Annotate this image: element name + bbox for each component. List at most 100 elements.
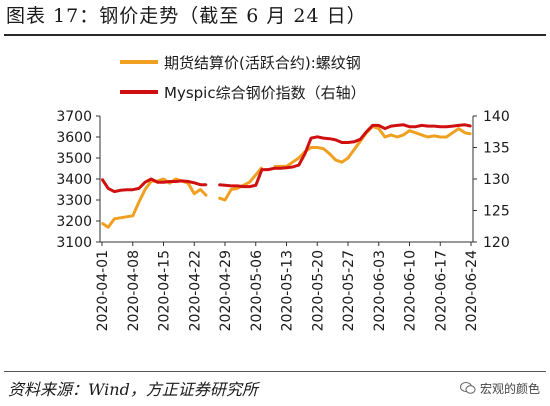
data-point — [273, 167, 276, 170]
data-point — [414, 132, 417, 134]
data-point — [138, 201, 140, 203]
data-point — [421, 134, 423, 136]
legend-label-futures: 期货结算价(活跃合约):螺纹钢 — [164, 54, 361, 72]
data-point — [334, 139, 337, 141]
watermark-text: 宏观的颜色 — [479, 382, 540, 396]
series-path — [100, 123, 472, 194]
data-point — [132, 215, 134, 217]
data-point — [144, 181, 146, 183]
data-point — [261, 168, 263, 171]
data-point — [334, 159, 337, 161]
x-tick-label: 2020-04-01 — [95, 250, 111, 331]
left-tick-label: 3200 — [56, 214, 92, 230]
data-point — [371, 124, 374, 127]
data-point — [328, 153, 331, 155]
data-point — [378, 127, 380, 130]
data-point — [101, 178, 103, 180]
x-tick-label: 2020-05-06 — [249, 250, 265, 331]
data-point — [359, 138, 362, 141]
data-point — [445, 136, 448, 138]
left-tick-label: 3300 — [56, 193, 92, 209]
data-point — [384, 136, 386, 138]
data-point — [464, 124, 466, 126]
legend-label-myspic: Myspic综合钢价指数（右轴） — [164, 84, 366, 102]
data-point — [408, 129, 411, 132]
x-tick-label: 2020-04-22 — [187, 250, 203, 331]
data-point — [205, 195, 208, 197]
data-point — [445, 125, 448, 128]
x-tick-label: 2020-04-15 — [157, 250, 173, 331]
data-point — [175, 180, 177, 183]
data-point — [291, 161, 294, 163]
data-point — [470, 125, 472, 127]
data-point — [433, 125, 435, 127]
data-point — [150, 178, 152, 180]
data-point — [457, 124, 460, 127]
data-point — [125, 216, 128, 218]
title-rule — [4, 34, 546, 36]
data-point — [236, 187, 239, 190]
data-point — [261, 166, 263, 169]
x-tick-label: 2020-05-20 — [310, 250, 326, 331]
data-point — [138, 187, 140, 190]
data-point — [396, 124, 399, 127]
data-point — [132, 188, 134, 191]
x-tick-label: 2020-04-08 — [126, 250, 142, 331]
data-point — [353, 141, 355, 143]
data-point — [255, 174, 257, 176]
source-note: 资料来源：Wind，方正证券研究所 — [8, 380, 258, 399]
data-point — [119, 217, 122, 219]
data-point — [156, 181, 159, 183]
data-point — [353, 148, 355, 151]
right-tick-label: 130 — [483, 172, 510, 188]
left-tick-label: 3500 — [56, 151, 92, 167]
data-point — [457, 127, 460, 130]
data-point — [402, 134, 405, 136]
data-point — [230, 188, 232, 191]
data-point — [224, 199, 226, 201]
data-point — [119, 189, 122, 192]
right-tick-label: 120 — [483, 235, 510, 251]
data-point — [181, 180, 183, 182]
figure-title: 图表 17：钢价走势（截至 6 月 24 日） — [6, 5, 367, 27]
data-point — [347, 141, 349, 144]
data-point — [113, 190, 116, 193]
data-point — [193, 192, 196, 195]
x-tick-label: 2020-06-10 — [403, 250, 419, 331]
data-point — [310, 146, 312, 149]
data-point — [107, 226, 109, 229]
data-point — [144, 188, 146, 191]
x-tick-label: 2020-04-29 — [218, 250, 234, 331]
data-point — [304, 153, 306, 155]
data-point — [433, 135, 435, 137]
data-point — [396, 136, 399, 138]
data-point — [390, 134, 392, 136]
data-point — [414, 125, 417, 128]
data-point — [322, 147, 325, 150]
data-point — [470, 133, 472, 135]
right-axis-ticks: 120 125 130 135 140 — [473, 109, 510, 251]
footer-rule — [4, 371, 546, 372]
data-point — [365, 131, 368, 133]
data-point — [378, 124, 380, 127]
left-tick-label: 3100 — [56, 235, 92, 251]
data-point — [273, 165, 276, 168]
data-point — [125, 188, 128, 191]
data-point — [347, 157, 349, 159]
data-point — [248, 181, 251, 183]
data-point — [439, 136, 442, 138]
data-point — [175, 178, 177, 180]
data-point — [205, 183, 208, 186]
data-point — [267, 168, 269, 171]
left-axis-ticks: 3100 3200 3300 3400 3500 3600 3700 — [56, 109, 100, 251]
data-point — [199, 183, 202, 186]
data-point — [230, 185, 232, 187]
data-point — [279, 167, 282, 170]
data-point — [285, 166, 288, 169]
x-axis-ticks: 2020-04-01 2020-04-08 2020-04-15 2020-04-22… — [95, 242, 480, 331]
x-tick-label: 2020-06-17 — [433, 250, 449, 331]
data-point — [341, 161, 343, 163]
data-point — [298, 157, 300, 159]
data-point — [199, 188, 202, 191]
series-futures-line — [101, 125, 472, 229]
